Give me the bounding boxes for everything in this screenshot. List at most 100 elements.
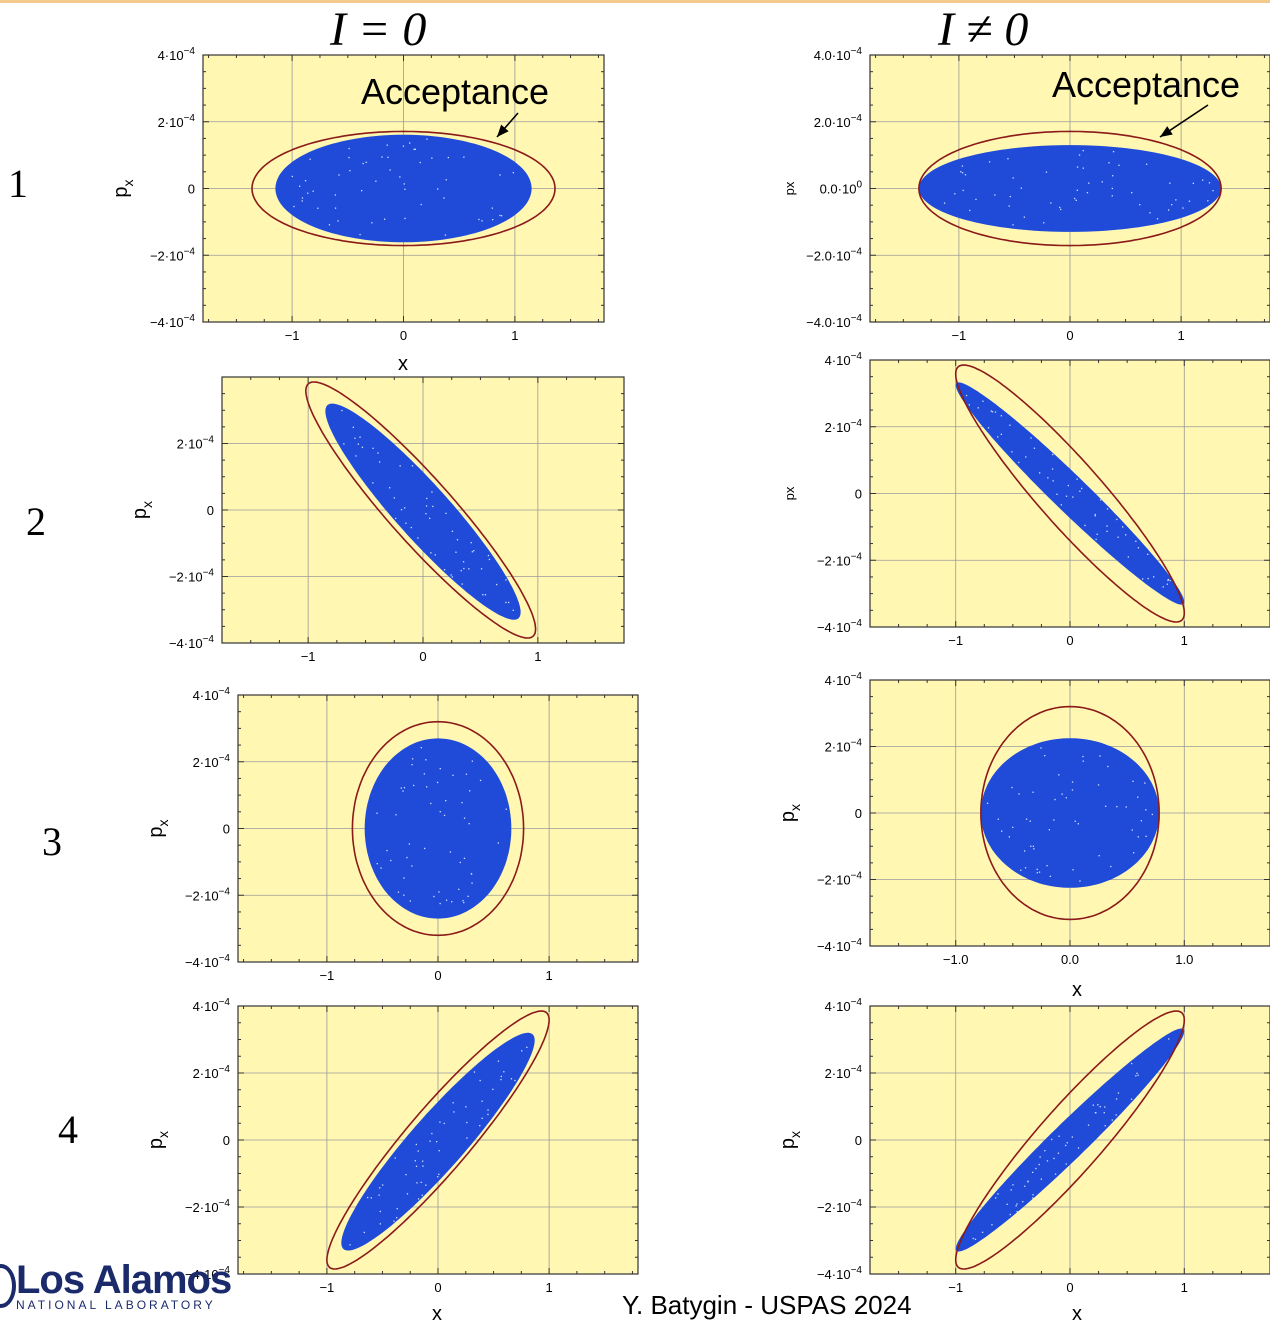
y-tick-label: 2·10−4 [825, 738, 863, 755]
x-tick-label: 1 [545, 1280, 552, 1295]
y-tick-label: −2·10−4 [817, 1198, 862, 1215]
y-tick-label: −2·10−4 [185, 886, 230, 903]
y-tick-label: −2·10−4 [150, 246, 195, 263]
y-tick-label: −4·10−4 [817, 937, 862, 954]
x-tick-label: −1 [319, 1280, 334, 1295]
acceptance-annotation: Acceptance [1052, 64, 1240, 105]
beam-speckles [291, 138, 514, 236]
beam-distribution [341, 1032, 535, 1251]
y-tick-label: 4·10−4 [193, 686, 231, 703]
plot-row3-right: −1.0 0.0 1.0 −4·10−4 −2·10−4 0 2·10−4 4·10−4 px x [777, 671, 1270, 1001]
beam-speckles [376, 747, 507, 905]
beam-distribution [325, 403, 521, 620]
y-axis-label: px [782, 181, 797, 195]
x-tick-label: 1 [1181, 633, 1188, 648]
y-axis-label: px [129, 501, 155, 519]
plot-row1-right: −1 0 1 −4.0·10−4 −2.0·10−4 0.0·100 2.0·10−4 4.0… [782, 46, 1270, 343]
y-axis-label: px [777, 804, 803, 822]
acceptance-annotation: Acceptance [361, 71, 549, 112]
y-axis-label: px [782, 486, 797, 500]
y-axis-label: px [110, 179, 136, 197]
y-tick-label: −2·10−4 [169, 568, 214, 585]
y-tick-label: 0 [188, 182, 195, 197]
y-tick-label: −4·10−4 [169, 634, 214, 651]
y-tick-label: 2·10−4 [825, 1064, 863, 1081]
acceptance-ellipse [304, 381, 537, 639]
beam-distribution [364, 738, 512, 919]
y-tick-label: −2·10−4 [817, 871, 862, 888]
y-tick-label: −4.0·10−4 [806, 313, 862, 330]
x-tick-label: −1 [948, 633, 963, 648]
beam-speckles [341, 409, 514, 611]
y-tick-label: 4.0·10−4 [814, 46, 863, 63]
y-tick-label: −4·10−4 [817, 618, 862, 635]
top-accent-bar [0, 0, 1270, 3]
y-tick-label: 0 [855, 487, 862, 502]
x-tick-label: −1 [319, 968, 334, 983]
x-axis-label: x [1072, 979, 1082, 1001]
beam-distribution [980, 738, 1160, 888]
y-tick-label: −2.0·10−4 [806, 246, 862, 263]
x-tick-label: 1 [545, 968, 552, 983]
footer-credit: Y. Batygin - USPAS 2024 [622, 1290, 912, 1320]
beam-distribution [955, 382, 1185, 605]
x-tick-label: 0 [434, 968, 441, 983]
y-tick-label: 2·10−4 [825, 418, 863, 435]
row-number-1: 1 [8, 161, 28, 206]
y-tick-label: −4·10−4 [150, 313, 195, 330]
acceptance-ellipse [351, 720, 525, 937]
x-axis-label: x [398, 353, 408, 375]
plot-row2-right: −1 0 1 −4·10−4 −2·10−4 0 2·10−4 4·10−4 px [782, 351, 1270, 648]
logo-main-text: Los Alamos [16, 1258, 232, 1302]
arrow-head-icon [1160, 126, 1173, 137]
acceptance-ellipse [954, 364, 1186, 623]
arrow-head-icon [497, 124, 509, 137]
x-tick-label: −1 [301, 649, 316, 664]
acceptance-ellipse [954, 1010, 1186, 1270]
y-axis-label: px [145, 1131, 171, 1149]
row-number-4: 4 [58, 1107, 78, 1152]
x-tick-label: 0.0 [1061, 952, 1079, 967]
x-tick-label: 1 [511, 328, 518, 343]
y-tick-label: 0 [207, 503, 214, 518]
y-tick-label: −4·10−4 [185, 953, 230, 970]
acceptance-ellipse [326, 1010, 550, 1270]
x-tick-label: 0 [1066, 633, 1073, 648]
y-tick-label: 4·10−4 [825, 351, 863, 368]
x-tick-label: 0 [400, 328, 407, 343]
y-axis-label: px [145, 819, 171, 837]
x-tick-label: 0 [434, 1280, 441, 1295]
x-tick-label: 0 [1066, 328, 1073, 343]
logo-sub-text: NATIONAL LABORATORY [16, 1298, 216, 1312]
beam-distribution [918, 145, 1222, 232]
x-axis-label: x [1072, 1303, 1082, 1325]
beam-speckles [972, 1038, 1170, 1240]
beam-speckles [965, 394, 1171, 588]
x-tick-label: 1 [1177, 328, 1184, 343]
y-tick-label: 2·10−4 [177, 435, 215, 452]
beam-speckles [986, 747, 1153, 882]
y-tick-label: −2·10−4 [185, 1198, 230, 1215]
x-tick-label: 0 [419, 649, 426, 664]
y-tick-label: 4·10−4 [158, 46, 196, 63]
beam-distribution [275, 134, 532, 243]
plot-row2-left: −1 0 1 −4·10−4 −2·10−4 0 2·10−4 px [129, 376, 625, 664]
row-number-3: 3 [42, 819, 62, 864]
y-tick-label: 2.0·10−4 [814, 113, 863, 130]
x-tick-label: −1 [285, 328, 300, 343]
plot-row4-right: −1 0 1 −4·10−4 −2·10−4 0 2·10−4 4·10−4 px x [777, 997, 1270, 1325]
y-tick-label: 0 [855, 806, 862, 821]
beam-speckles [349, 1046, 528, 1246]
x-tick-label: 1.0 [1175, 952, 1193, 967]
left-column-title: I = 0 [330, 3, 427, 56]
x-tick-label: 1 [1181, 1280, 1188, 1295]
y-tick-label: 0 [855, 1133, 862, 1148]
plot-row4-left: −1 0 1 −4·10−4 −2·10−4 0 2·10−4 4·10−4 px x [145, 997, 639, 1325]
y-tick-label: 0 [223, 822, 230, 837]
y-tick-label: −4·10−4 [185, 1265, 230, 1282]
y-tick-label: −2·10−4 [817, 551, 862, 568]
row-number-2: 2 [26, 499, 46, 544]
y-tick-label: 2·10−4 [158, 113, 196, 130]
y-tick-label: 0.0·100 [820, 180, 863, 197]
